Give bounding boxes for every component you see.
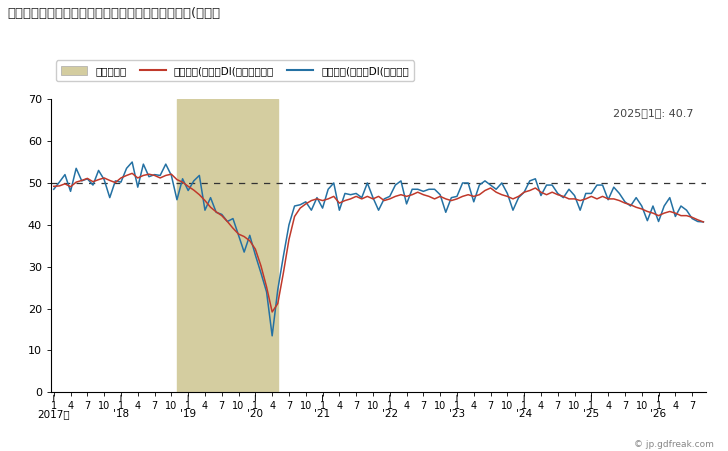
Text: '26: '26 — [651, 410, 667, 419]
Text: '19: '19 — [180, 410, 197, 419]
Text: '23: '23 — [449, 410, 465, 419]
Text: '21: '21 — [314, 410, 331, 419]
Text: '24: '24 — [516, 410, 532, 419]
Text: '25: '25 — [583, 410, 599, 419]
Text: '18: '18 — [113, 410, 129, 419]
Legend: 景気後退期, 現状判断(水準）DI(季節調整値）, 現状判断(水準）DI(原数値）: 景気後退期, 現状判断(水準）DI(季節調整値）, 現状判断(水準）DI(原数値… — [56, 60, 414, 81]
Text: '20: '20 — [248, 410, 264, 419]
Text: © jp.gdfreak.com: © jp.gdfreak.com — [633, 440, 713, 449]
Text: 2017年: 2017年 — [37, 410, 70, 419]
Text: '22: '22 — [381, 410, 397, 419]
Text: 2025年1月: 40.7: 2025年1月: 40.7 — [612, 108, 693, 118]
Text: 景気ウォッチャーによる全国製造業動向の現状判断(水準）: 景気ウォッチャーによる全国製造業動向の現状判断(水準） — [7, 7, 221, 20]
Bar — [177, 99, 278, 392]
